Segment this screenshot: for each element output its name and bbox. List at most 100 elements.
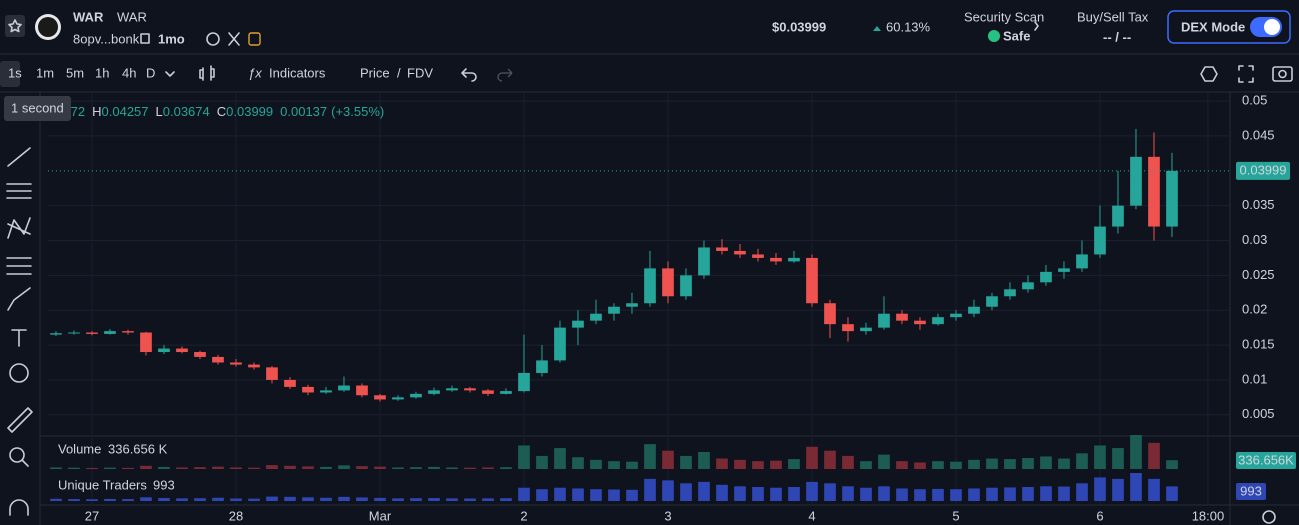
volume-bar xyxy=(1130,435,1142,469)
chart-type-icon[interactable] xyxy=(199,65,215,81)
volume-bar xyxy=(914,462,926,469)
favorite-button[interactable] xyxy=(5,15,25,37)
dex-mode-button[interactable] xyxy=(1167,10,1291,44)
volume-bar xyxy=(824,450,836,469)
volume-bar xyxy=(176,467,188,469)
candle-body xyxy=(608,306,620,314)
traders-bar xyxy=(302,497,314,501)
interval[interactable]: D xyxy=(146,65,155,80)
toggle-separator: / xyxy=(397,65,401,80)
x-tick-label: 18:00 xyxy=(1192,508,1225,523)
y-tick-label: 0.015 xyxy=(1242,337,1275,352)
volume-bar xyxy=(554,448,566,469)
traders-bar xyxy=(122,499,134,501)
zoom-tool[interactable] xyxy=(9,447,25,463)
interval-dropdown[interactable] xyxy=(165,71,175,77)
copy-icon[interactable] xyxy=(140,33,150,44)
candle-body xyxy=(410,393,422,398)
undo[interactable] xyxy=(461,68,477,82)
brush-tool[interactable] xyxy=(7,287,31,311)
candle-body xyxy=(176,348,188,353)
tax-value: -- / -- xyxy=(1103,29,1131,44)
fib-tool[interactable] xyxy=(6,183,32,199)
web-icon[interactable] xyxy=(206,32,220,46)
volume-bar xyxy=(626,461,638,469)
ohlc-legend: O0.03772H0.04257L0.03674C0.039990.00137(… xyxy=(28,104,384,119)
candle-body xyxy=(752,254,764,258)
volume-bar xyxy=(860,461,872,469)
candle-body xyxy=(1022,282,1034,290)
projection-tool[interactable] xyxy=(6,257,32,275)
traders-bar xyxy=(788,487,800,501)
traders-bar xyxy=(572,488,584,501)
volume-bar xyxy=(482,467,494,469)
volume-bar xyxy=(572,457,584,469)
candle-body xyxy=(1004,289,1016,297)
volume-bar xyxy=(356,466,368,469)
candle-body xyxy=(1040,271,1052,283)
address: 8opv...bonk xyxy=(73,31,140,46)
ruler-tool[interactable] xyxy=(7,407,33,433)
volume-bar xyxy=(518,445,530,469)
screenshot-lens xyxy=(1278,69,1287,79)
volume-bar xyxy=(590,459,602,469)
traders-bar xyxy=(680,483,692,501)
candle-body xyxy=(806,257,818,304)
traders-bar xyxy=(662,480,674,501)
token-name: WAR xyxy=(117,9,147,24)
candle-body xyxy=(302,386,314,393)
traders-bar xyxy=(1166,486,1178,501)
traders-bar xyxy=(266,496,278,501)
traders-bar xyxy=(410,498,422,501)
candle-body xyxy=(320,390,332,393)
magnet-tool[interactable] xyxy=(9,499,29,516)
interval[interactable]: 4h xyxy=(122,65,136,80)
text-tool[interactable] xyxy=(11,329,27,347)
axis-settings[interactable] xyxy=(1262,510,1276,524)
y-tick-label: 0.045 xyxy=(1242,127,1275,142)
trendline-tool[interactable] xyxy=(7,147,31,167)
candle-body xyxy=(266,367,278,380)
volume-bar xyxy=(662,450,674,469)
interval[interactable]: 5m xyxy=(66,65,84,80)
indicators[interactable]: Indicators xyxy=(269,65,326,80)
redo[interactable] xyxy=(497,68,513,82)
legend-key: L xyxy=(156,104,163,119)
fdv-toggle[interactable]: FDV xyxy=(407,65,433,80)
settings[interactable] xyxy=(1200,66,1218,82)
traders-axis-label: 993 xyxy=(1240,483,1262,498)
volume-bar xyxy=(338,465,350,469)
traders-bar xyxy=(752,487,764,501)
volume-bar xyxy=(320,466,332,469)
candle-body xyxy=(770,257,782,262)
fullscreen[interactable] xyxy=(1238,65,1254,83)
x-icon[interactable] xyxy=(228,32,240,46)
volume-bar xyxy=(1040,456,1052,469)
interval[interactable]: 1s xyxy=(8,65,22,80)
star-icon xyxy=(8,19,22,33)
platform-icon[interactable] xyxy=(248,32,261,46)
emoji-tool[interactable] xyxy=(9,363,29,383)
volume-bar xyxy=(1112,448,1124,469)
candle-body xyxy=(968,306,980,314)
security-value: Safe xyxy=(1003,28,1030,43)
token-logo-inner xyxy=(38,17,58,37)
legend-key: H xyxy=(92,104,101,119)
volume-bar xyxy=(248,467,260,469)
pattern-tool[interactable] xyxy=(7,217,31,239)
y-tick-label: 0.025 xyxy=(1242,267,1275,282)
candle-body xyxy=(932,317,944,325)
fx-icon[interactable]: ƒx xyxy=(248,65,262,80)
price-toggle[interactable]: Price xyxy=(360,65,390,80)
tooltip xyxy=(4,96,71,121)
screenshot[interactable] xyxy=(1272,66,1293,82)
traders-bar xyxy=(428,498,440,501)
volume-bar xyxy=(374,466,386,469)
interval[interactable]: 1h xyxy=(95,65,109,80)
candle-body xyxy=(140,332,152,353)
plot xyxy=(48,100,1230,416)
x-tick-label: 27 xyxy=(85,508,99,523)
interval[interactable]: 1m xyxy=(36,65,54,80)
volume-bar xyxy=(896,461,908,469)
volume-legend-value: 336.656 K xyxy=(108,441,168,456)
